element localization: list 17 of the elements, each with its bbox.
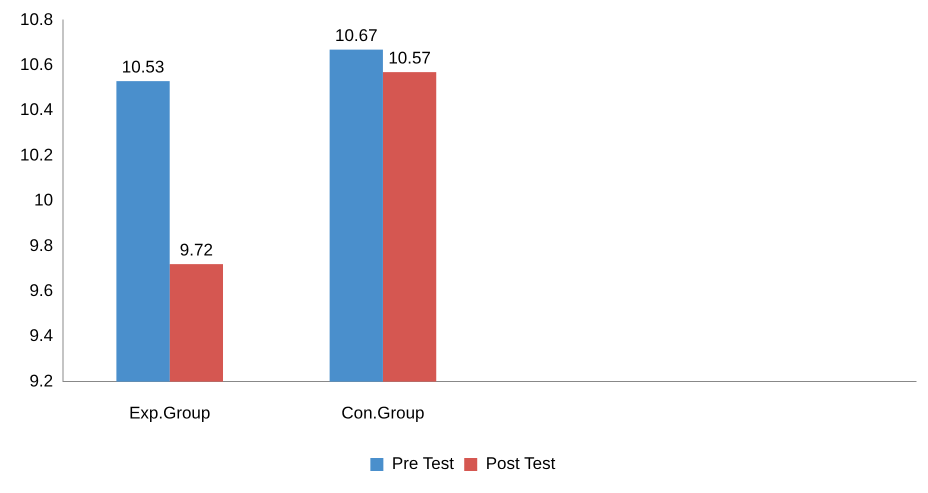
data-label: 10.53 (122, 57, 164, 76)
x-tick-label: Exp.Group (129, 403, 210, 422)
data-label: 9.72 (180, 240, 213, 260)
legend-label: Pre Test (392, 454, 454, 474)
legend-label: Post Test (486, 454, 556, 474)
y-tick-label: 9.8 (29, 236, 54, 255)
y-tick-label: 10.6 (20, 55, 54, 74)
data-label: 10.57 (388, 48, 431, 68)
y-tick-label: 9.2 (29, 371, 54, 390)
y-tick-label: 10.8 (20, 10, 54, 29)
y-tick-label: 9.6 (29, 280, 54, 300)
y-tick-label: 10.2 (20, 145, 54, 164)
data-label: 10.67 (335, 26, 378, 45)
y-tick-label: 9.4 (29, 326, 54, 346)
y-tick-label: 10 (34, 190, 54, 210)
x-tick-label: Con.Group (341, 403, 425, 422)
y-tick-label: 10.4 (20, 100, 54, 120)
